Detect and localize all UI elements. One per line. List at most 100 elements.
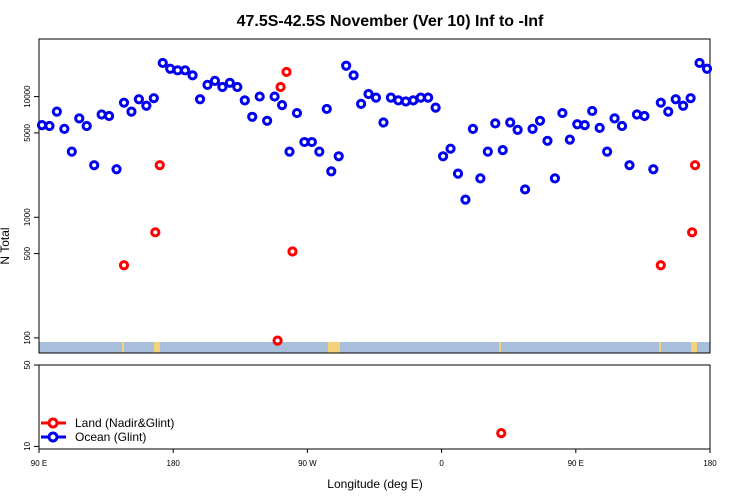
ocean-point xyxy=(445,143,456,154)
upper-plot-frame xyxy=(38,38,711,354)
map-land-patch xyxy=(659,342,661,353)
ocean-point xyxy=(490,118,501,129)
ocean-point xyxy=(482,146,493,157)
ocean-point xyxy=(685,93,696,104)
ocean-point xyxy=(624,160,635,171)
ocean-point xyxy=(217,81,228,93)
ocean-point xyxy=(602,146,613,157)
ocean-point xyxy=(314,146,325,157)
y-tick-label: 500 xyxy=(23,246,32,260)
ocean-point xyxy=(44,120,55,132)
map-land-patch xyxy=(499,342,501,353)
ocean-point xyxy=(678,100,689,111)
land-point xyxy=(275,81,286,93)
x-tick-label: 90 E xyxy=(31,459,47,468)
ocean-point xyxy=(254,91,265,102)
lower-plot-frame xyxy=(38,364,711,450)
x-tick-label: 180 xyxy=(167,459,181,468)
ocean-point xyxy=(126,106,137,117)
land-point xyxy=(154,160,165,171)
lower-points xyxy=(496,428,507,439)
ocean-point xyxy=(609,113,620,124)
ocean-point xyxy=(616,120,628,132)
ocean-point xyxy=(321,103,332,115)
ocean-point xyxy=(194,94,206,105)
ocean-point xyxy=(148,93,159,104)
legend-label-ocean: Ocean (Glint) xyxy=(75,430,146,444)
upper-y-axis: 100 500 1000 5000 10000 xyxy=(23,85,39,345)
land-point xyxy=(655,260,666,271)
ocean-point xyxy=(284,146,295,157)
ocean-point xyxy=(460,194,471,205)
ocean-point xyxy=(557,107,568,119)
land-point xyxy=(287,246,298,257)
ocean-point xyxy=(232,81,243,93)
ocean-point xyxy=(594,122,605,134)
ocean-point xyxy=(202,79,213,90)
land-point xyxy=(687,227,698,238)
legend-item-ocean: Ocean (Glint) xyxy=(41,430,146,444)
ocean-point xyxy=(74,113,85,124)
ocean-point xyxy=(542,135,553,146)
x-tick-label: 0 xyxy=(439,459,444,468)
ocean-point xyxy=(505,117,516,128)
ocean-point xyxy=(655,97,666,108)
land-point xyxy=(150,227,161,238)
ocean-point xyxy=(111,164,122,175)
x-axis: 90 E 180 90 W 0 90 E 180 xyxy=(31,449,717,468)
ocean-point xyxy=(437,151,449,162)
ocean-point xyxy=(475,173,486,184)
ocean-point xyxy=(66,146,77,157)
legend-label-land: Land (Nadir&Glint) xyxy=(75,416,174,430)
ocean-point xyxy=(269,91,280,102)
land-point xyxy=(118,260,130,271)
ocean-point xyxy=(648,164,659,175)
ocean-point xyxy=(378,117,389,128)
ocean-point xyxy=(564,134,575,145)
ocean-point xyxy=(81,120,92,132)
x-axis-label: Longitude (deg E) xyxy=(327,477,422,491)
ocean-point xyxy=(187,70,198,81)
ocean-point xyxy=(639,110,650,122)
ocean-point xyxy=(326,166,337,177)
chart-title: 47.5S-42.5S November (Ver 10) Inf to -In… xyxy=(237,13,544,30)
ocean-point xyxy=(276,99,288,111)
ocean-point xyxy=(549,173,561,184)
map-strip-land xyxy=(122,342,697,353)
land-point xyxy=(496,428,507,439)
ocean-point xyxy=(520,184,531,195)
lower-y-axis: 10 50 xyxy=(23,360,39,451)
legend-marker-land xyxy=(47,417,59,429)
y-tick-label: 50 xyxy=(23,360,32,369)
x-tick-label: 90 E xyxy=(568,459,584,468)
y-axis-label: N Total xyxy=(0,227,12,264)
ocean-point xyxy=(51,106,62,117)
ocean-point xyxy=(670,94,681,105)
map-land-patch xyxy=(328,342,340,353)
ocean-point xyxy=(333,151,344,162)
map-land-patch xyxy=(122,342,124,353)
ocean-point xyxy=(370,92,382,103)
legend-marker-ocean xyxy=(47,431,59,443)
ocean-point xyxy=(209,75,221,86)
ocean-point xyxy=(363,88,374,100)
ocean-point xyxy=(341,60,352,71)
x-tick-label: 90 W xyxy=(298,459,317,468)
y-tick-label: 1000 xyxy=(23,208,32,226)
legend-item-land: Land (Nadir&Glint) xyxy=(41,416,174,430)
ocean-point xyxy=(512,124,523,135)
lower-panel: 10 50 90 E 180 90 W 0 90 E 180 xyxy=(23,360,717,468)
y-tick-label: 10000 xyxy=(23,85,32,108)
ocean-point xyxy=(239,95,250,106)
ocean-point xyxy=(180,65,191,76)
ocean-point xyxy=(663,106,674,117)
ocean-point xyxy=(224,77,235,88)
ocean-point xyxy=(587,105,598,117)
ocean-point xyxy=(133,94,145,105)
ocean-point xyxy=(306,136,317,148)
ocean-point xyxy=(89,160,100,171)
land-point xyxy=(272,335,283,346)
upper-points xyxy=(36,57,713,346)
land-point xyxy=(281,66,292,78)
